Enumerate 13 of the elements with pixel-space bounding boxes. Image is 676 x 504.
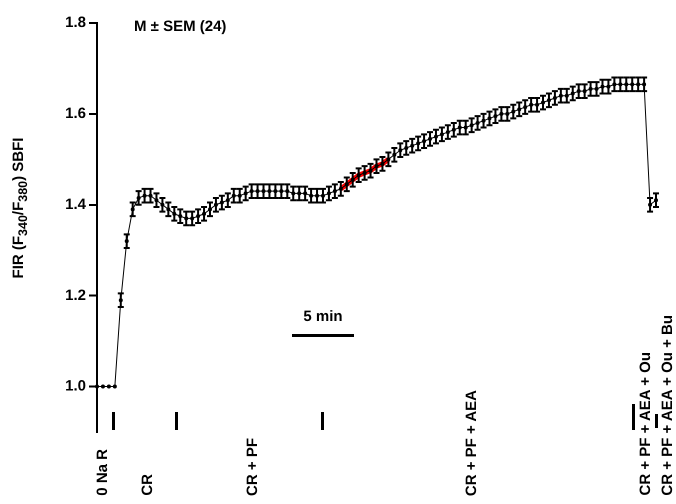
text: 0 Na R — [94, 449, 112, 496]
y-tick-label: 1.8 — [65, 14, 86, 32]
y-tick-label: 1.4 — [65, 196, 87, 213]
y-tick-label: 1.2 — [65, 286, 86, 304]
y-tick-label: 1.6 — [65, 105, 86, 122]
y-tick-label: 1.0 — [65, 378, 86, 395]
annotation: M ± SEM (24) — [134, 18, 226, 35]
annotation: 5 min — [303, 308, 343, 325]
annotation: CR + PF + AEA + Ou — [637, 352, 655, 496]
annotation: CR + PF + AEA — [463, 390, 481, 496]
text: CR — [139, 474, 157, 496]
text: CR + PF + AEA + Ou + Bu — [659, 315, 676, 496]
text: CR + PF — [244, 438, 262, 496]
